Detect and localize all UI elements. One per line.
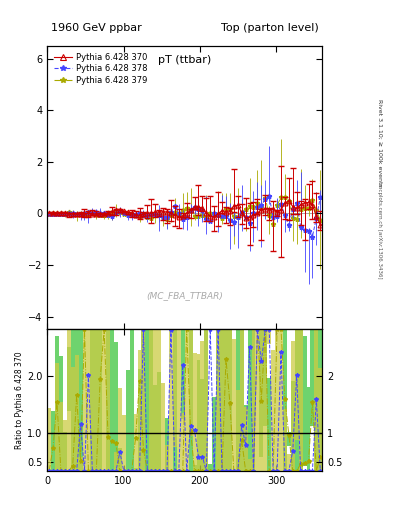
Text: 1960 GeV ppbar: 1960 GeV ppbar bbox=[51, 23, 142, 33]
Text: Top (parton level): Top (parton level) bbox=[220, 23, 318, 33]
Text: (MC_FBA_TTBAR): (MC_FBA_TTBAR) bbox=[146, 291, 223, 300]
Y-axis label: Ratio to Pythia 6.428 370: Ratio to Pythia 6.428 370 bbox=[15, 351, 24, 449]
Text: Rivet 3.1.10; ≥ 100k events: Rivet 3.1.10; ≥ 100k events bbox=[377, 99, 382, 187]
Text: pT (ttbar): pT (ttbar) bbox=[158, 55, 211, 65]
Legend: Pythia 6.428 370, Pythia 6.428 378, Pythia 6.428 379: Pythia 6.428 370, Pythia 6.428 378, Pyth… bbox=[51, 50, 151, 87]
Text: mcplots.cern.ch [arXiv:1306.3436]: mcplots.cern.ch [arXiv:1306.3436] bbox=[377, 183, 382, 278]
